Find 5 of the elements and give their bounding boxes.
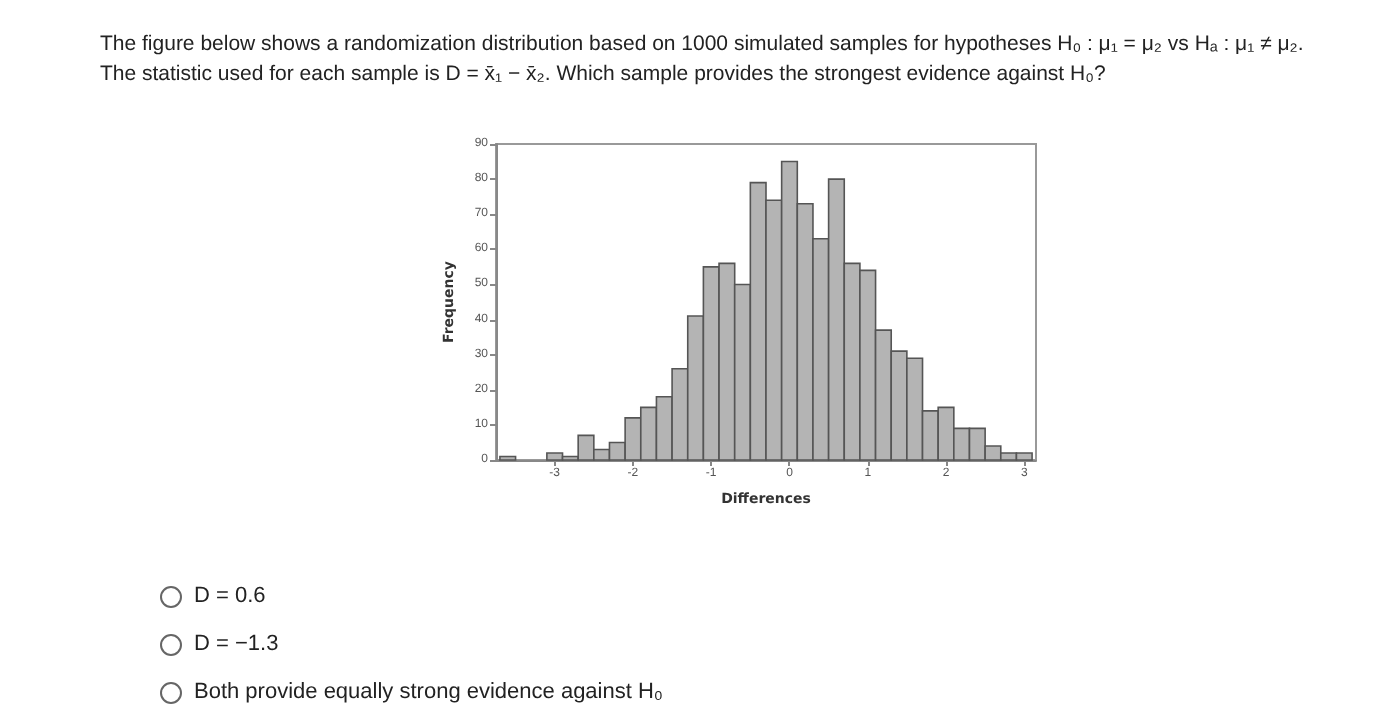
text: D = 0.6 — [194, 584, 266, 608]
text: D = −1.3 — [194, 632, 279, 656]
text: Both provide equally strong evidence against H₀ — [194, 680, 663, 704]
chart-title: The figure below shows a randomization distribution based on 1000 simulated samples for hypotheses H₀ : μ₁ = μ₂ vs Hₐ : μ₁ ≠ μ₂. — [100, 30, 1306, 60]
chart-subtitle: The statistic used for each sample is D = x̄₁ − x̄₂. Which sample provides the strongest evidence against H₀? — [100, 60, 1108, 90]
